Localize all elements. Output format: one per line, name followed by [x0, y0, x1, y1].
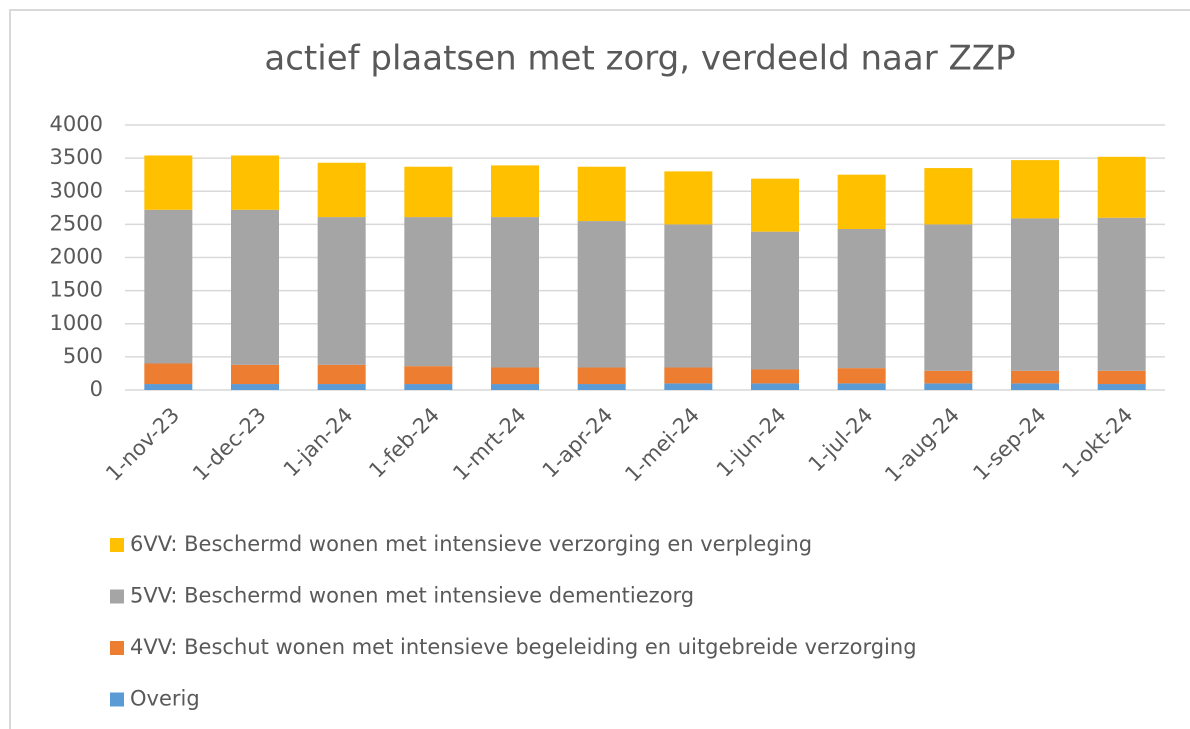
- bar-segment: [837, 174, 886, 230]
- bar-segment: [404, 384, 453, 390]
- legend-swatch: [110, 589, 124, 604]
- legend-swatch: [110, 641, 124, 655]
- bar-segment: [577, 166, 626, 222]
- bar-segment: [924, 168, 973, 225]
- y-tick-label: 500: [63, 344, 103, 368]
- bar-segment: [1011, 160, 1059, 219]
- y-tick-label: 4000: [50, 112, 103, 136]
- bar-segment: [317, 162, 366, 218]
- legend-label: 6VV: Beschermd wonen met intensieve verz…: [130, 532, 812, 556]
- bar-segment: [577, 221, 626, 368]
- bar-segment: [231, 384, 279, 390]
- bar-segment: [664, 367, 713, 384]
- y-tick-label: 1000: [50, 311, 103, 335]
- x-tick-label: 1-jul-24: [804, 403, 878, 477]
- bar-segment: [144, 155, 193, 210]
- y-tick-label: 2000: [50, 245, 103, 269]
- bar-segment: [751, 178, 799, 232]
- bar-segment: [837, 368, 886, 384]
- bar-segment: [1097, 156, 1146, 218]
- bar-segment: [1011, 383, 1059, 390]
- x-tick-label: 1-jan-24: [279, 403, 358, 482]
- x-tick-label: 1-feb-24: [364, 403, 444, 483]
- bar-segment: [404, 166, 453, 218]
- bar-segment: [1097, 217, 1146, 371]
- bar-segment: [1097, 370, 1146, 385]
- bar-segment: [491, 367, 539, 385]
- bar-segment: [837, 383, 886, 390]
- chart-frame: [9, 9, 1190, 729]
- x-tick-label: 1-okt-24: [1058, 403, 1138, 483]
- bar-segment: [1011, 370, 1059, 384]
- bar-segment: [231, 364, 279, 385]
- bar-segment: [317, 384, 366, 390]
- bar-segment: [144, 209, 193, 364]
- bar-segment: [577, 367, 626, 385]
- x-tick-label: 1-aug-24: [880, 403, 964, 487]
- bar-segment: [144, 363, 193, 385]
- x-tick-label: 1-mrt-24: [448, 403, 530, 485]
- bar-segment: [317, 217, 366, 365]
- x-tick-label: 1-jun-24: [712, 403, 791, 482]
- x-tick-label: 1-apr-24: [538, 403, 618, 483]
- bar-segment: [751, 369, 799, 384]
- chart-title: actief plaatsen met zorg, verdeeld naar …: [264, 39, 1015, 79]
- bar-segment: [751, 231, 799, 370]
- bar-segment: [1011, 218, 1059, 371]
- y-tick-label: 2500: [50, 211, 103, 235]
- bar-segment: [664, 383, 713, 390]
- bar-segment: [317, 364, 366, 385]
- bar-segment: [144, 384, 193, 390]
- x-tick-label: 1-dec-23: [188, 403, 271, 486]
- bar-segment: [664, 224, 713, 368]
- bar-segment: [924, 383, 973, 390]
- bar-segment: [231, 209, 279, 365]
- bar-segment: [924, 370, 973, 384]
- bar-segment: [404, 366, 453, 385]
- y-tick-label: 3500: [50, 145, 103, 169]
- x-tick-label: 1-mei-24: [620, 403, 704, 487]
- bar-segment: [837, 229, 886, 369]
- bar-segment: [491, 217, 539, 368]
- y-tick-label: 1500: [50, 278, 103, 302]
- bar-segment: [404, 217, 453, 367]
- bar-segment: [491, 165, 539, 218]
- legend-label: 5VV: Beschermd wonen met intensieve deme…: [130, 584, 694, 608]
- legend-swatch: [110, 692, 124, 707]
- bar-segment: [491, 384, 539, 390]
- bar-segment: [664, 171, 713, 225]
- bar-segment: [751, 383, 799, 390]
- y-tick-label: 0: [90, 377, 103, 401]
- legend-label: Overig: [130, 687, 200, 711]
- legend-label: 4VV: Beschut wonen met intensieve begele…: [130, 635, 917, 659]
- bar-segment: [231, 155, 279, 210]
- bar-segment: [924, 224, 973, 371]
- x-tick-label: 1-nov-23: [101, 403, 184, 486]
- y-tick-label: 3000: [50, 178, 103, 202]
- x-tick-label: 1-sep-24: [968, 403, 1050, 485]
- bar-segment: [1097, 384, 1146, 390]
- legend-swatch: [110, 538, 124, 552]
- bar-segment: [577, 384, 626, 390]
